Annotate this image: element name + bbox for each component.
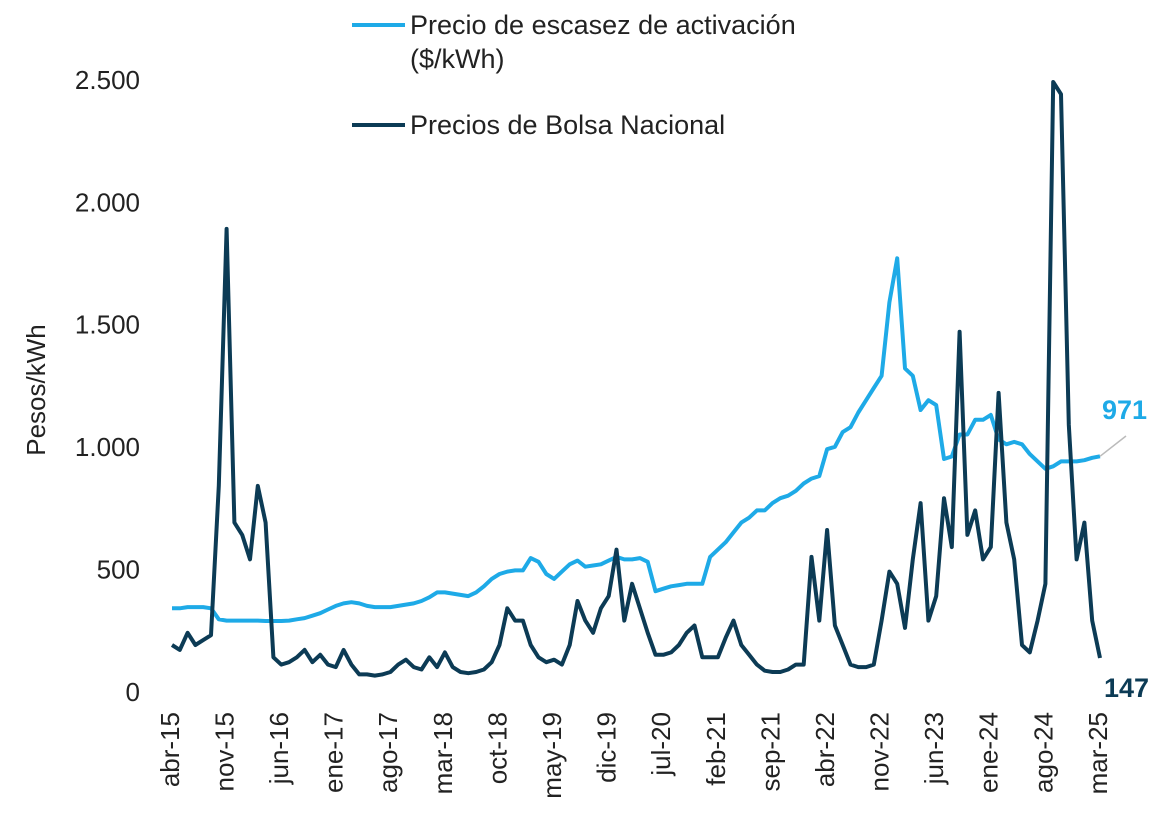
y-tick-label: 0 — [126, 677, 140, 707]
y-tick-label: 500 — [97, 554, 140, 584]
x-tick-label: abr-22 — [810, 712, 840, 787]
y-tick-label: 2.000 — [75, 187, 140, 217]
x-tick-label: mar-25 — [1083, 712, 1113, 794]
x-tick-label: nov-15 — [209, 712, 239, 792]
y-axis-title: Pesos/kWh — [21, 324, 51, 456]
series-line — [170, 80, 1102, 678]
x-tick-label: ene-24 — [974, 712, 1004, 793]
x-tick-label: abr-15 — [155, 712, 185, 787]
data-label: 971 — [1102, 395, 1147, 425]
x-tick-label: jul-20 — [646, 712, 676, 777]
x-tick-label: ago-24 — [1028, 712, 1058, 793]
x-tick-label: jun-16 — [264, 712, 294, 785]
x-tick-label: ago-17 — [373, 712, 403, 793]
y-tick-label: 1.500 — [75, 310, 140, 340]
x-tick-label: feb-21 — [701, 712, 731, 786]
x-tick-label: dic-19 — [592, 712, 622, 783]
x-tick-label: sep-21 — [755, 712, 785, 792]
x-tick-label: may-19 — [537, 712, 567, 799]
y-tick-label: 1.000 — [75, 432, 140, 462]
x-tick-label: nov-22 — [865, 712, 895, 792]
legend-label: Precios de Bolsa Nacional — [410, 110, 726, 140]
x-tick-label: mar-18 — [428, 712, 458, 794]
legend-label: Precio de escasez de activación ($/kWh) — [410, 10, 796, 74]
leader-line — [1099, 435, 1127, 457]
y-tick-label: 2.500 — [75, 65, 140, 95]
x-tick-label: ene-17 — [319, 712, 349, 793]
data-label: 147 — [1104, 673, 1149, 703]
x-tick-label: oct-18 — [482, 712, 512, 784]
series-line — [172, 256, 1101, 623]
x-tick-label: jun-23 — [919, 712, 949, 785]
